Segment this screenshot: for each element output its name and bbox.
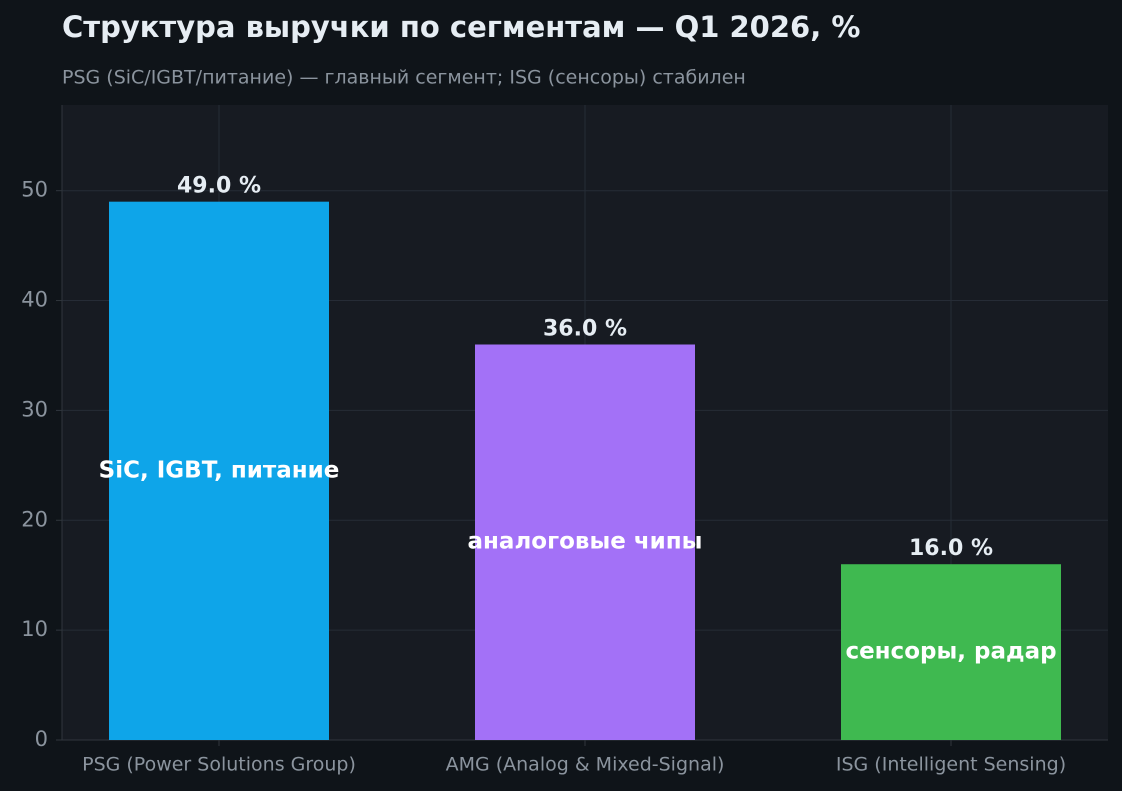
bar-annotation: SiC, IGBT, питание [99,457,340,483]
y-tick-label: 30 [21,397,48,421]
value-label: 16.0 % [909,536,993,561]
value-label: 49.0 % [177,174,261,199]
x-tick-label: PSG (Power Solutions Group) [82,754,356,776]
bar [475,344,695,740]
y-tick-label: 20 [21,507,48,531]
y-tick-label: 10 [21,617,48,641]
x-tick-label: AMG (Analog & Mixed-Signal) [446,754,725,776]
bar-annotation: сенсоры, радар [845,639,1056,665]
chart-subtitle: PSG (SiC/IGBT/питание) — главный сегмент… [62,67,746,89]
y-tick-label: 40 [21,288,48,312]
value-label: 36.0 % [543,316,627,341]
x-tick-label: ISG (Intelligent Sensing) [836,754,1066,776]
chart-title: Структура выручки по сегментам — Q1 2026… [62,10,860,44]
y-tick-label: 50 [21,178,48,202]
bar [109,201,329,740]
y-tick-label: 0 [35,727,48,751]
bar-annotation: аналоговые чипы [468,529,703,555]
bar [841,564,1061,740]
